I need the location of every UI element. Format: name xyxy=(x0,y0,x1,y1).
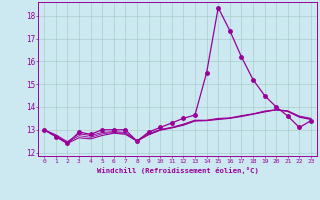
X-axis label: Windchill (Refroidissement éolien,°C): Windchill (Refroidissement éolien,°C) xyxy=(97,167,259,174)
